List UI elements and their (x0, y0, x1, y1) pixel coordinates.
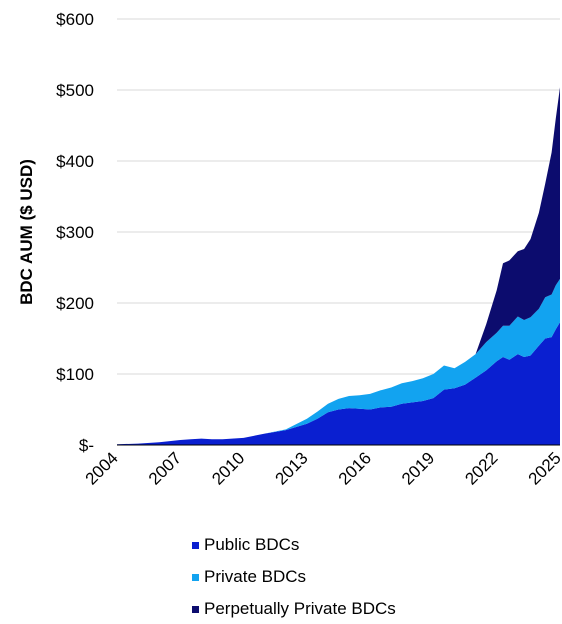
y-tick-label: $600 (56, 10, 94, 29)
legend-label: Private BDCs (204, 567, 306, 586)
legend-label: Perpetually Private BDCs (204, 599, 396, 618)
y-axis-ticks: $- $100 $200 $300 $400 $500 $600 (56, 10, 94, 455)
y-tick-label: $300 (56, 223, 94, 242)
y-tick-label: $500 (56, 81, 94, 100)
legend: Public BDCs Private BDCs Perpetually Priva… (192, 535, 396, 618)
x-tick-label: 2007 (145, 448, 185, 488)
y-tick-label: $- (79, 436, 94, 455)
legend-swatch (192, 606, 199, 613)
y-tick-label: $200 (56, 294, 94, 313)
x-tick-label: 2022 (461, 448, 501, 488)
x-axis-ticks: 2004 2007 2010 2013 2016 2019 2022 2025 (82, 448, 562, 488)
legend-label: Public BDCs (204, 535, 299, 554)
area-private-bdcs (117, 278, 560, 445)
area-series (117, 87, 560, 445)
legend-swatch (192, 542, 199, 549)
y-axis-label: BDC AUM ($ USD) (17, 159, 36, 305)
x-tick-label: 2010 (208, 448, 248, 488)
y-tick-label: $400 (56, 152, 94, 171)
x-tick-label: 2019 (398, 448, 438, 488)
x-tick-label: 2025 (525, 448, 562, 488)
y-tick-label: $100 (56, 365, 94, 384)
legend-swatch (192, 574, 199, 581)
x-tick-label: 2013 (272, 448, 312, 488)
area-public-bdcs (117, 322, 560, 445)
x-tick-label: 2016 (335, 448, 375, 488)
